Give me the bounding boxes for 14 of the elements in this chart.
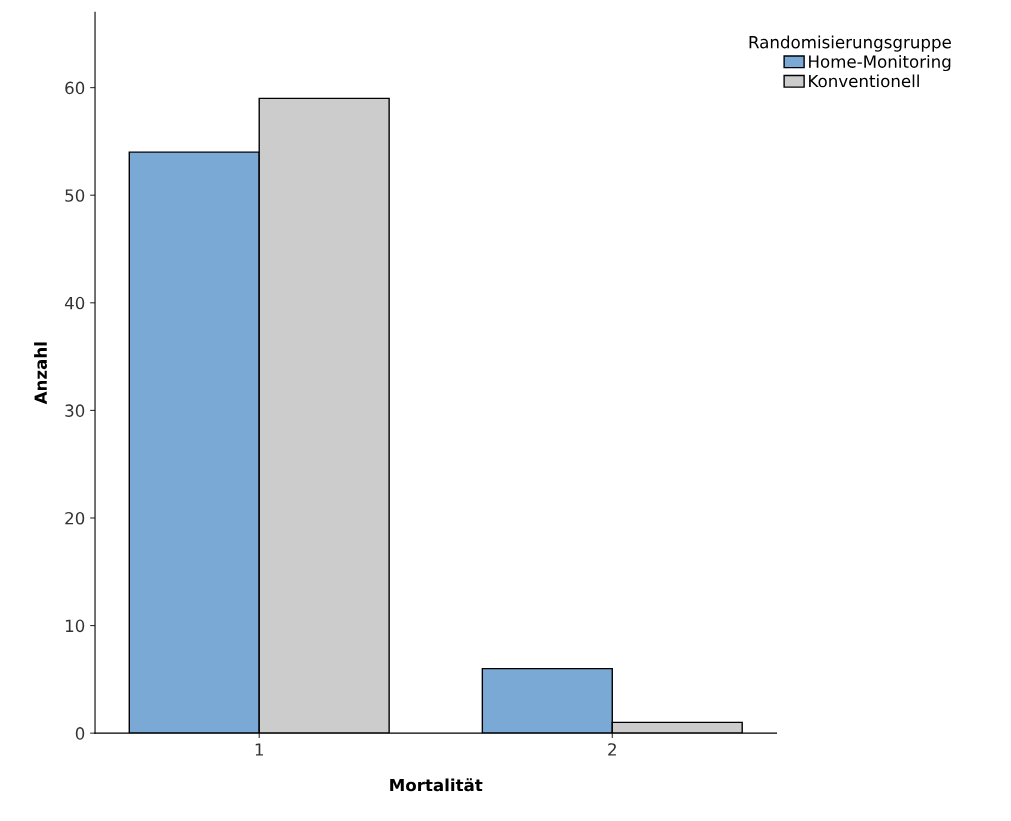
y-axis-title: Anzahl xyxy=(34,342,47,405)
legend-label: Konventionell xyxy=(809,74,919,88)
y-tick-label: 40 xyxy=(64,296,85,310)
y-tick-label: 10 xyxy=(65,619,85,633)
y-tick-label: 50 xyxy=(65,189,85,202)
y-tick-label: 60 xyxy=(65,81,85,95)
x-tick-label: 1 xyxy=(255,743,263,756)
x-axis-title: Mortalität xyxy=(390,778,483,792)
y-tick-label: 0 xyxy=(75,727,85,740)
x-tick-label: 2 xyxy=(608,743,616,756)
legend-title: Randomisierungsgruppe xyxy=(749,35,951,52)
y-tick-label: 30 xyxy=(65,404,85,417)
legend-label: Home-Monitoring xyxy=(809,54,951,72)
y-tick-label: 20 xyxy=(65,511,85,525)
